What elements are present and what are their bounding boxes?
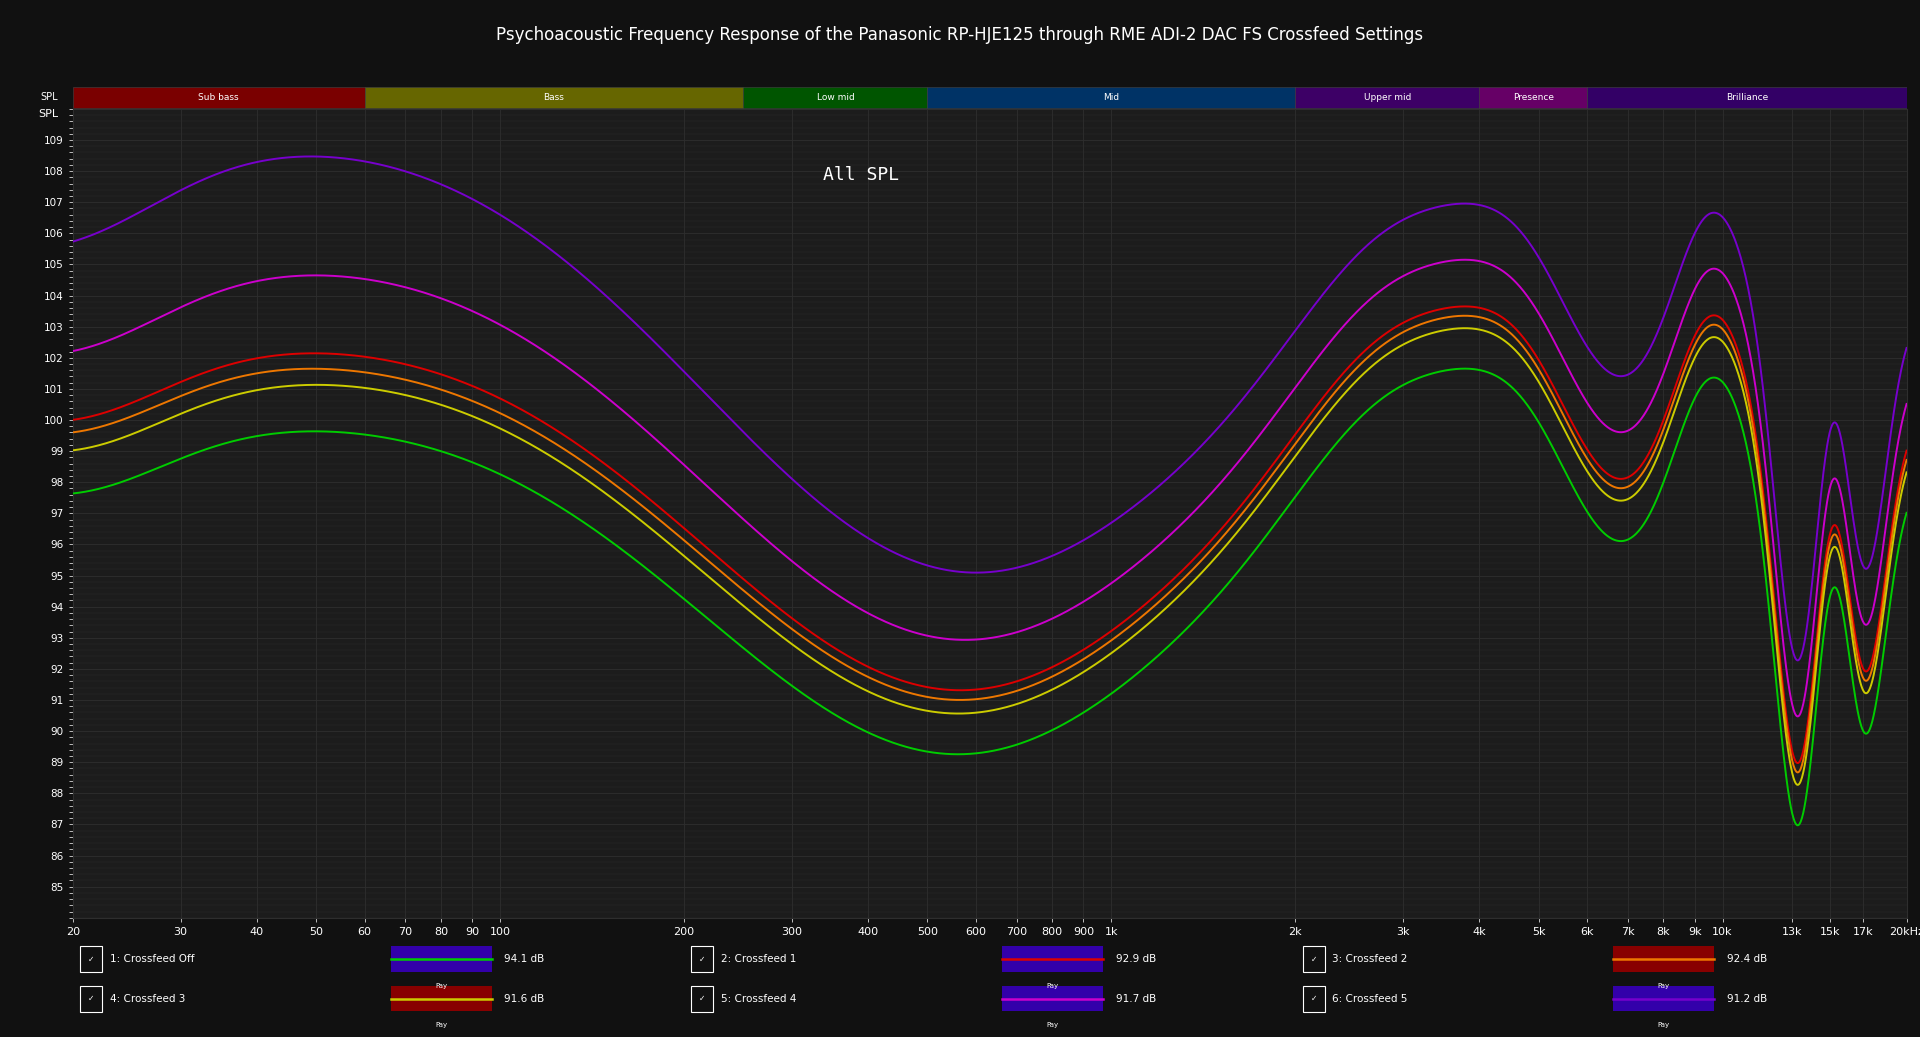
- Text: Upper mid: Upper mid: [1363, 93, 1411, 102]
- Text: 6: Crossfeed 5: 6: Crossfeed 5: [1332, 993, 1407, 1004]
- Text: Pay: Pay: [1046, 983, 1058, 988]
- Text: 5: Crossfeed 4: 5: Crossfeed 4: [720, 993, 797, 1004]
- Text: ✓: ✓: [88, 955, 94, 964]
- Text: Pay: Pay: [1657, 983, 1670, 988]
- Text: SPL: SPL: [38, 109, 58, 119]
- Text: Mid: Mid: [1104, 93, 1119, 102]
- Bar: [1613, 985, 1715, 1011]
- Bar: [691, 947, 714, 973]
- Bar: [365, 87, 743, 108]
- Bar: [1302, 985, 1325, 1012]
- Bar: [1002, 947, 1102, 972]
- Text: 3: Crossfeed 2: 3: Crossfeed 2: [1332, 954, 1407, 964]
- Bar: [1478, 87, 1588, 108]
- Text: Sub bass: Sub bass: [198, 93, 240, 102]
- Text: 91.2 dB: 91.2 dB: [1726, 993, 1766, 1004]
- Text: 1: Crossfeed Off: 1: Crossfeed Off: [109, 954, 194, 964]
- Bar: [81, 947, 102, 973]
- Bar: [392, 947, 492, 972]
- Text: All SPL: All SPL: [824, 166, 899, 184]
- Text: 94.1 dB: 94.1 dB: [505, 954, 545, 964]
- Bar: [743, 87, 927, 108]
- Text: Psychoacoustic Frequency Response of the Panasonic RP-HJE125 through RME ADI-2 D: Psychoacoustic Frequency Response of the…: [497, 26, 1423, 44]
- Bar: [1302, 947, 1325, 973]
- Text: ✓: ✓: [1311, 994, 1317, 1003]
- Bar: [392, 985, 492, 1011]
- Text: Pay: Pay: [1657, 1021, 1670, 1028]
- Text: Bass: Bass: [543, 93, 564, 102]
- Text: ✓: ✓: [699, 955, 707, 964]
- Bar: [1588, 87, 1907, 108]
- Bar: [1002, 985, 1102, 1011]
- Text: Pay: Pay: [1046, 1021, 1058, 1028]
- Text: 92.9 dB: 92.9 dB: [1116, 954, 1156, 964]
- Bar: [1296, 87, 1478, 108]
- Text: Low mid: Low mid: [816, 93, 854, 102]
- Text: 91.7 dB: 91.7 dB: [1116, 993, 1156, 1004]
- Text: Pay: Pay: [436, 1021, 447, 1028]
- Text: ✓: ✓: [1311, 955, 1317, 964]
- Bar: [1613, 947, 1715, 972]
- Text: Presence: Presence: [1513, 93, 1553, 102]
- Text: Pay: Pay: [436, 983, 447, 988]
- Text: 92.4 dB: 92.4 dB: [1726, 954, 1766, 964]
- Bar: [691, 985, 714, 1012]
- Text: 4: Crossfeed 3: 4: Crossfeed 3: [109, 993, 184, 1004]
- Bar: [927, 87, 1296, 108]
- Bar: [73, 87, 365, 108]
- Text: ✓: ✓: [699, 994, 707, 1003]
- Text: SPL: SPL: [40, 92, 58, 103]
- Text: 2: Crossfeed 1: 2: Crossfeed 1: [720, 954, 797, 964]
- Bar: [81, 985, 102, 1012]
- Text: ✓: ✓: [88, 994, 94, 1003]
- Text: 91.6 dB: 91.6 dB: [505, 993, 545, 1004]
- Text: Brilliance: Brilliance: [1726, 93, 1768, 102]
